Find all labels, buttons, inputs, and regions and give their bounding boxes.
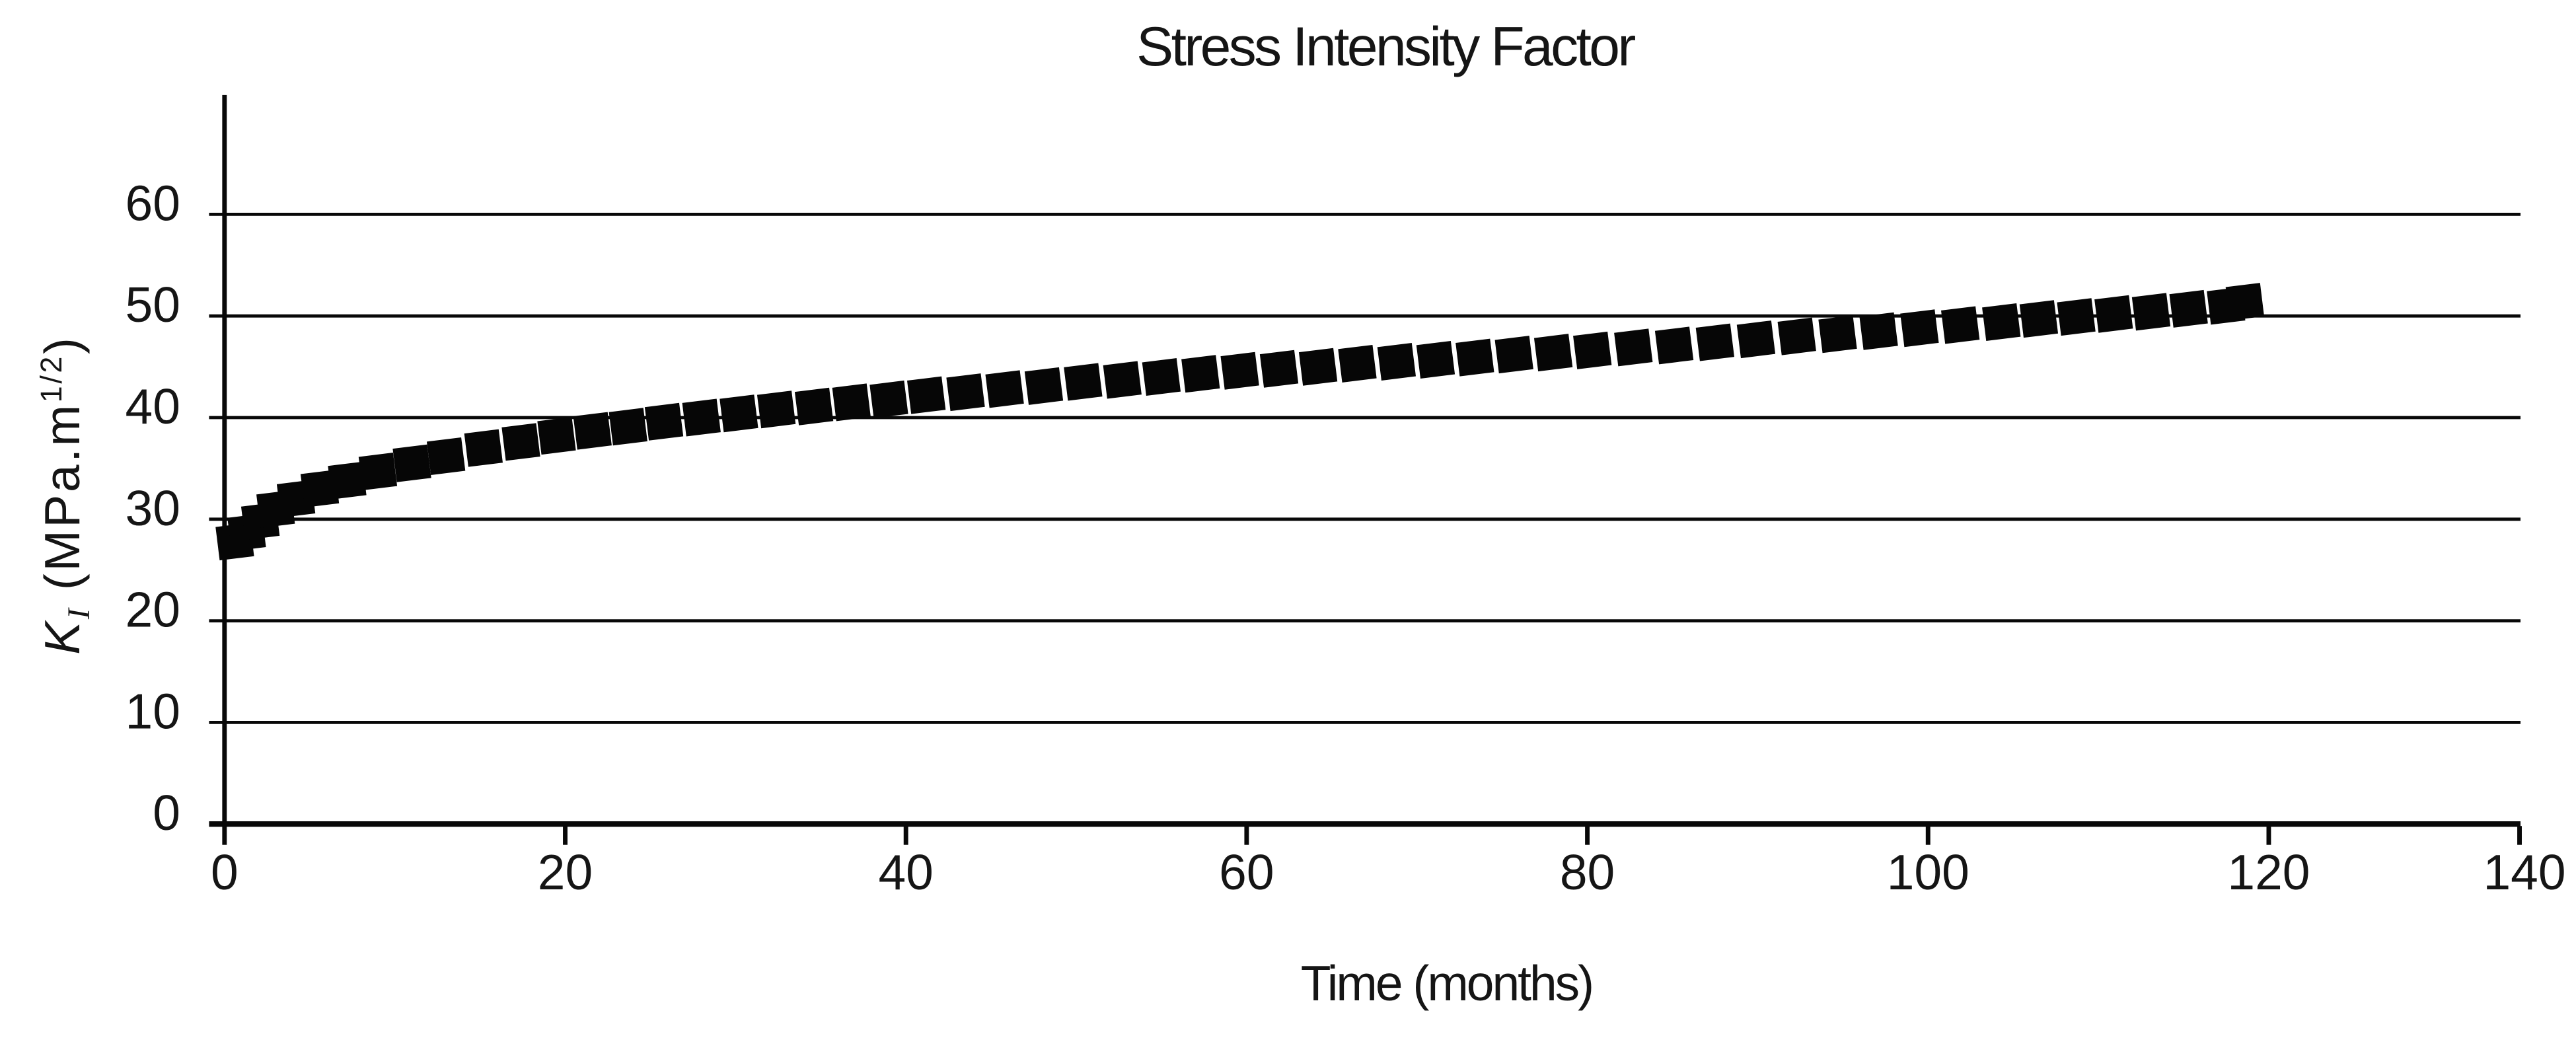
data-point-marker (869, 380, 908, 418)
y-tick-label-30: 30 (126, 480, 180, 536)
data-point-marker (2019, 300, 2059, 338)
data-point-marker (794, 387, 834, 426)
data-point-marker (985, 370, 1024, 408)
data-point-marker (537, 417, 576, 455)
x-tick-label-40: 40 (878, 844, 933, 900)
data-point-marker (1940, 306, 1980, 344)
x-tick-label-0: 0 (211, 844, 239, 900)
y-axis-symbol-subscript: I (61, 607, 96, 620)
data-point-marker (1573, 331, 1612, 369)
data-point-marker (1298, 348, 1338, 386)
data-point-marker (1695, 323, 1734, 361)
tick-marks (222, 826, 2522, 845)
data-point-marker (1259, 350, 1299, 388)
data-point-marker (1736, 320, 1776, 359)
y-axis-label: KI (MPa.m1/2) (34, 254, 96, 767)
data-point-marker (1494, 336, 1533, 374)
data-point-marker (1614, 328, 1653, 367)
y-tick-label-50: 50 (126, 277, 180, 332)
data-point-marker (608, 408, 647, 446)
y-tick-label-20: 20 (126, 582, 180, 638)
data-point-marker (392, 444, 431, 482)
data-point-marker (719, 394, 758, 433)
data-point-marker (501, 423, 540, 461)
data-point-marker (2131, 293, 2171, 331)
data-point-marker (1103, 361, 1142, 399)
data-point-marker (1654, 326, 1694, 365)
x-tick-label-20: 20 (538, 844, 593, 900)
gridlines (209, 212, 2521, 724)
x-axis-label: Time (months) (1301, 955, 1592, 1011)
data-point-marker (2094, 295, 2133, 333)
data-point-marker (682, 398, 721, 437)
data-point-marker (946, 373, 985, 412)
data-point-marker (300, 470, 340, 508)
y-tick-label-40: 40 (126, 379, 180, 434)
data-point-marker (906, 376, 946, 414)
data-point-marker (1982, 303, 2021, 341)
x-tick-label-140: 140 (2483, 844, 2565, 900)
tick-labels: 0 20 40 60 80 100 120 140 0 10 20 30 40 50 60 (126, 175, 2566, 900)
data-point-marker (756, 390, 796, 429)
x-tick-label-100: 100 (1887, 844, 1969, 900)
data-point-marker (328, 461, 367, 500)
data-point-marker (1818, 315, 1857, 353)
data-point-marker (1416, 340, 1455, 379)
y-axis-unit-close: ) (34, 335, 90, 354)
axes (209, 94, 2521, 827)
data-point-marker (1338, 344, 1377, 383)
x-tick-label-80: 80 (1560, 844, 1615, 900)
data-point-marker (573, 412, 612, 450)
data-point-marker (1024, 367, 1064, 405)
data-point-marker (1859, 312, 1898, 350)
data-point-marker (1377, 342, 1417, 381)
x-tick-label-120: 120 (2227, 844, 2310, 900)
data-point-marker (2057, 298, 2096, 336)
data-point-marker (832, 383, 871, 422)
chart-title: Stress Intensity Factor (1136, 15, 1635, 77)
y-tick-label-0: 0 (153, 785, 180, 840)
y-axis-symbol: K (34, 619, 90, 655)
x-tick-label-60: 60 (1219, 844, 1274, 900)
data-point-marker (1900, 309, 1939, 348)
y-axis-unit-exponent: 1/2 (34, 354, 68, 402)
data-point-marker (358, 453, 398, 491)
data-series-ki (215, 283, 2264, 561)
data-point-marker (1064, 363, 1103, 401)
data-point-marker (464, 429, 503, 467)
data-point-marker (1142, 358, 1181, 396)
data-point-marker (644, 402, 684, 441)
y-axis-unit-open: (MPa.m (34, 402, 90, 606)
data-point-marker (1181, 355, 1220, 393)
data-point-marker (2169, 289, 2208, 328)
data-point-marker (1777, 317, 1816, 355)
y-tick-label-60: 60 (126, 175, 180, 231)
data-point-marker (1533, 334, 1573, 372)
y-tick-label-10: 10 (126, 683, 180, 739)
data-point-marker (2225, 283, 2264, 321)
data-point-marker (1220, 352, 1259, 390)
data-point-marker (426, 437, 466, 475)
data-point-marker (1455, 338, 1494, 377)
